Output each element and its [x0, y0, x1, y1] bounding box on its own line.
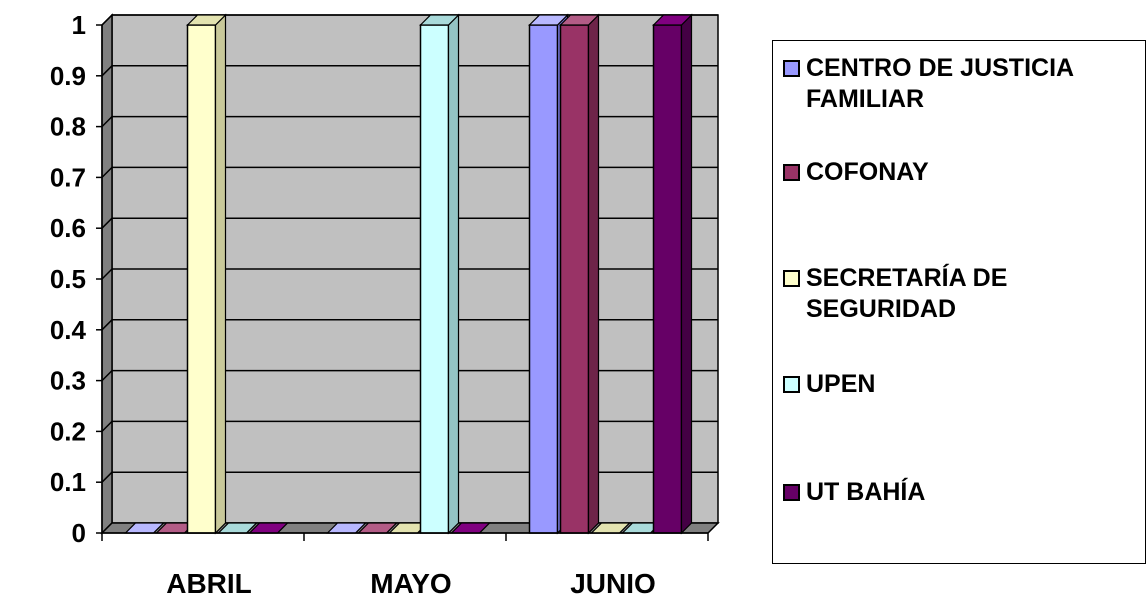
gridline-side [101, 65, 113, 77]
y-tick-label: 1 [72, 10, 86, 40]
legend: CENTRO DE JUSTICIA FAMILIAR COFONAY SECRET… [772, 40, 1146, 564]
legend-label: SECRETARÍA DE SEGURIDAD [806, 264, 1008, 323]
gridline-side [101, 319, 113, 331]
gridline-side [101, 268, 113, 280]
gridline-side [101, 471, 113, 483]
x-category-label: JUNIO [570, 568, 656, 599]
y-tick-label: 0.9 [50, 61, 86, 91]
y-tick-label: 0.2 [50, 416, 86, 446]
legend-label: UT BAHÍA [806, 478, 926, 506]
legend-item: COFONAY [783, 157, 1143, 188]
y-tick-label: 0.1 [50, 467, 86, 497]
legend-swatch [783, 376, 800, 393]
bar-chart: 0 0.1 0.2 0.3 0.4 0.5 0.6 0.7 0.8 0.9 1 ABRIL MAYO JU… [50, 10, 720, 599]
gridline-side [101, 420, 113, 432]
legend-item: SECRETARÍA DE SEGURIDAD [783, 263, 1143, 325]
legend-item: UPEN [783, 369, 1143, 400]
legend-label: COFONAY [806, 158, 929, 186]
bar [559, 13, 600, 535]
gridline-side [101, 14, 113, 26]
gridline-side [101, 116, 113, 128]
legend-swatch [783, 164, 800, 181]
bar [419, 13, 460, 535]
legend-label: UPEN [806, 370, 876, 398]
y-tick-label: 0.4 [50, 315, 87, 345]
bar [652, 13, 693, 535]
legend-item: UT BAHÍA [783, 477, 1143, 508]
bar [186, 13, 227, 535]
x-category-label: MAYO [370, 568, 451, 599]
x-category-label: ABRIL [166, 568, 252, 599]
legend-label: CENTRO DE JUSTICIA FAMILIAR [806, 54, 1074, 113]
gridline-side [101, 370, 113, 382]
axis-labels: 0 0.1 0.2 0.3 0.4 0.5 0.6 0.7 0.8 0.9 1 ABRIL MAYO JU… [50, 10, 656, 599]
y-tick-label: 0.8 [50, 112, 86, 142]
y-tick-label: 0.5 [50, 264, 86, 294]
y-tick-label: 0 [72, 518, 86, 548]
y-tick-label: 0.3 [50, 366, 86, 396]
gridline-side [101, 217, 113, 229]
gridline-side [101, 166, 113, 178]
y-tick-label: 0.7 [50, 162, 86, 192]
bars [124, 13, 693, 535]
axes [96, 24, 709, 541]
legend-swatch [783, 270, 800, 287]
legend-swatch [783, 484, 800, 501]
legend-item: CENTRO DE JUSTICIA FAMILIAR [783, 53, 1143, 115]
bar [217, 522, 258, 534]
y-tick-label: 0.6 [50, 213, 86, 243]
legend-swatch [783, 60, 800, 77]
